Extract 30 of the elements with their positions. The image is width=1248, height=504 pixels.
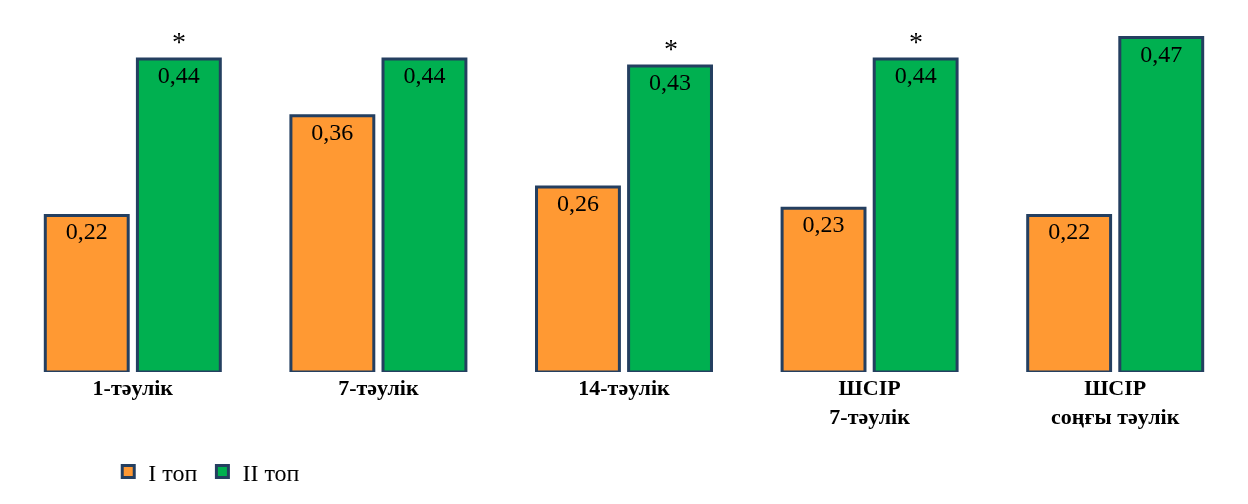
bar — [381, 57, 468, 372]
bar — [627, 64, 713, 372]
bar — [1118, 36, 1205, 372]
legend-label: I топ — [148, 459, 198, 486]
annotation: * — [172, 26, 186, 57]
annotation: * — [909, 26, 923, 57]
x-tick-label: 14-тәулік — [578, 375, 671, 400]
data-label: 0,36 — [311, 118, 354, 145]
legend-label: II топ — [242, 459, 300, 486]
bar — [135, 57, 222, 372]
x-tick-label: 1-тәулік — [92, 375, 174, 400]
x-tick-label: ШСІР 7-тәулік — [829, 375, 911, 429]
x-tick-label: 7-тәулік — [338, 375, 419, 400]
bar — [535, 185, 621, 372]
data-label: 0,47 — [1140, 40, 1183, 67]
data-label: 0,44 — [157, 61, 200, 88]
annotation: * — [664, 33, 678, 64]
bar — [289, 114, 376, 372]
data-label: 0,23 — [802, 211, 845, 238]
x-tick-label: ШСІР соңғы тәулік — [1051, 375, 1180, 429]
data-label: 0,22 — [1048, 218, 1091, 245]
bar — [43, 213, 130, 372]
data-label: 0,43 — [649, 69, 692, 96]
bar — [872, 57, 959, 372]
data-label: 0,44 — [894, 61, 937, 88]
bar — [1026, 213, 1113, 372]
data-label: 0,44 — [403, 61, 446, 88]
data-label: 0,26 — [556, 190, 599, 217]
data-label: 0,22 — [65, 218, 108, 245]
bar — [780, 206, 867, 372]
